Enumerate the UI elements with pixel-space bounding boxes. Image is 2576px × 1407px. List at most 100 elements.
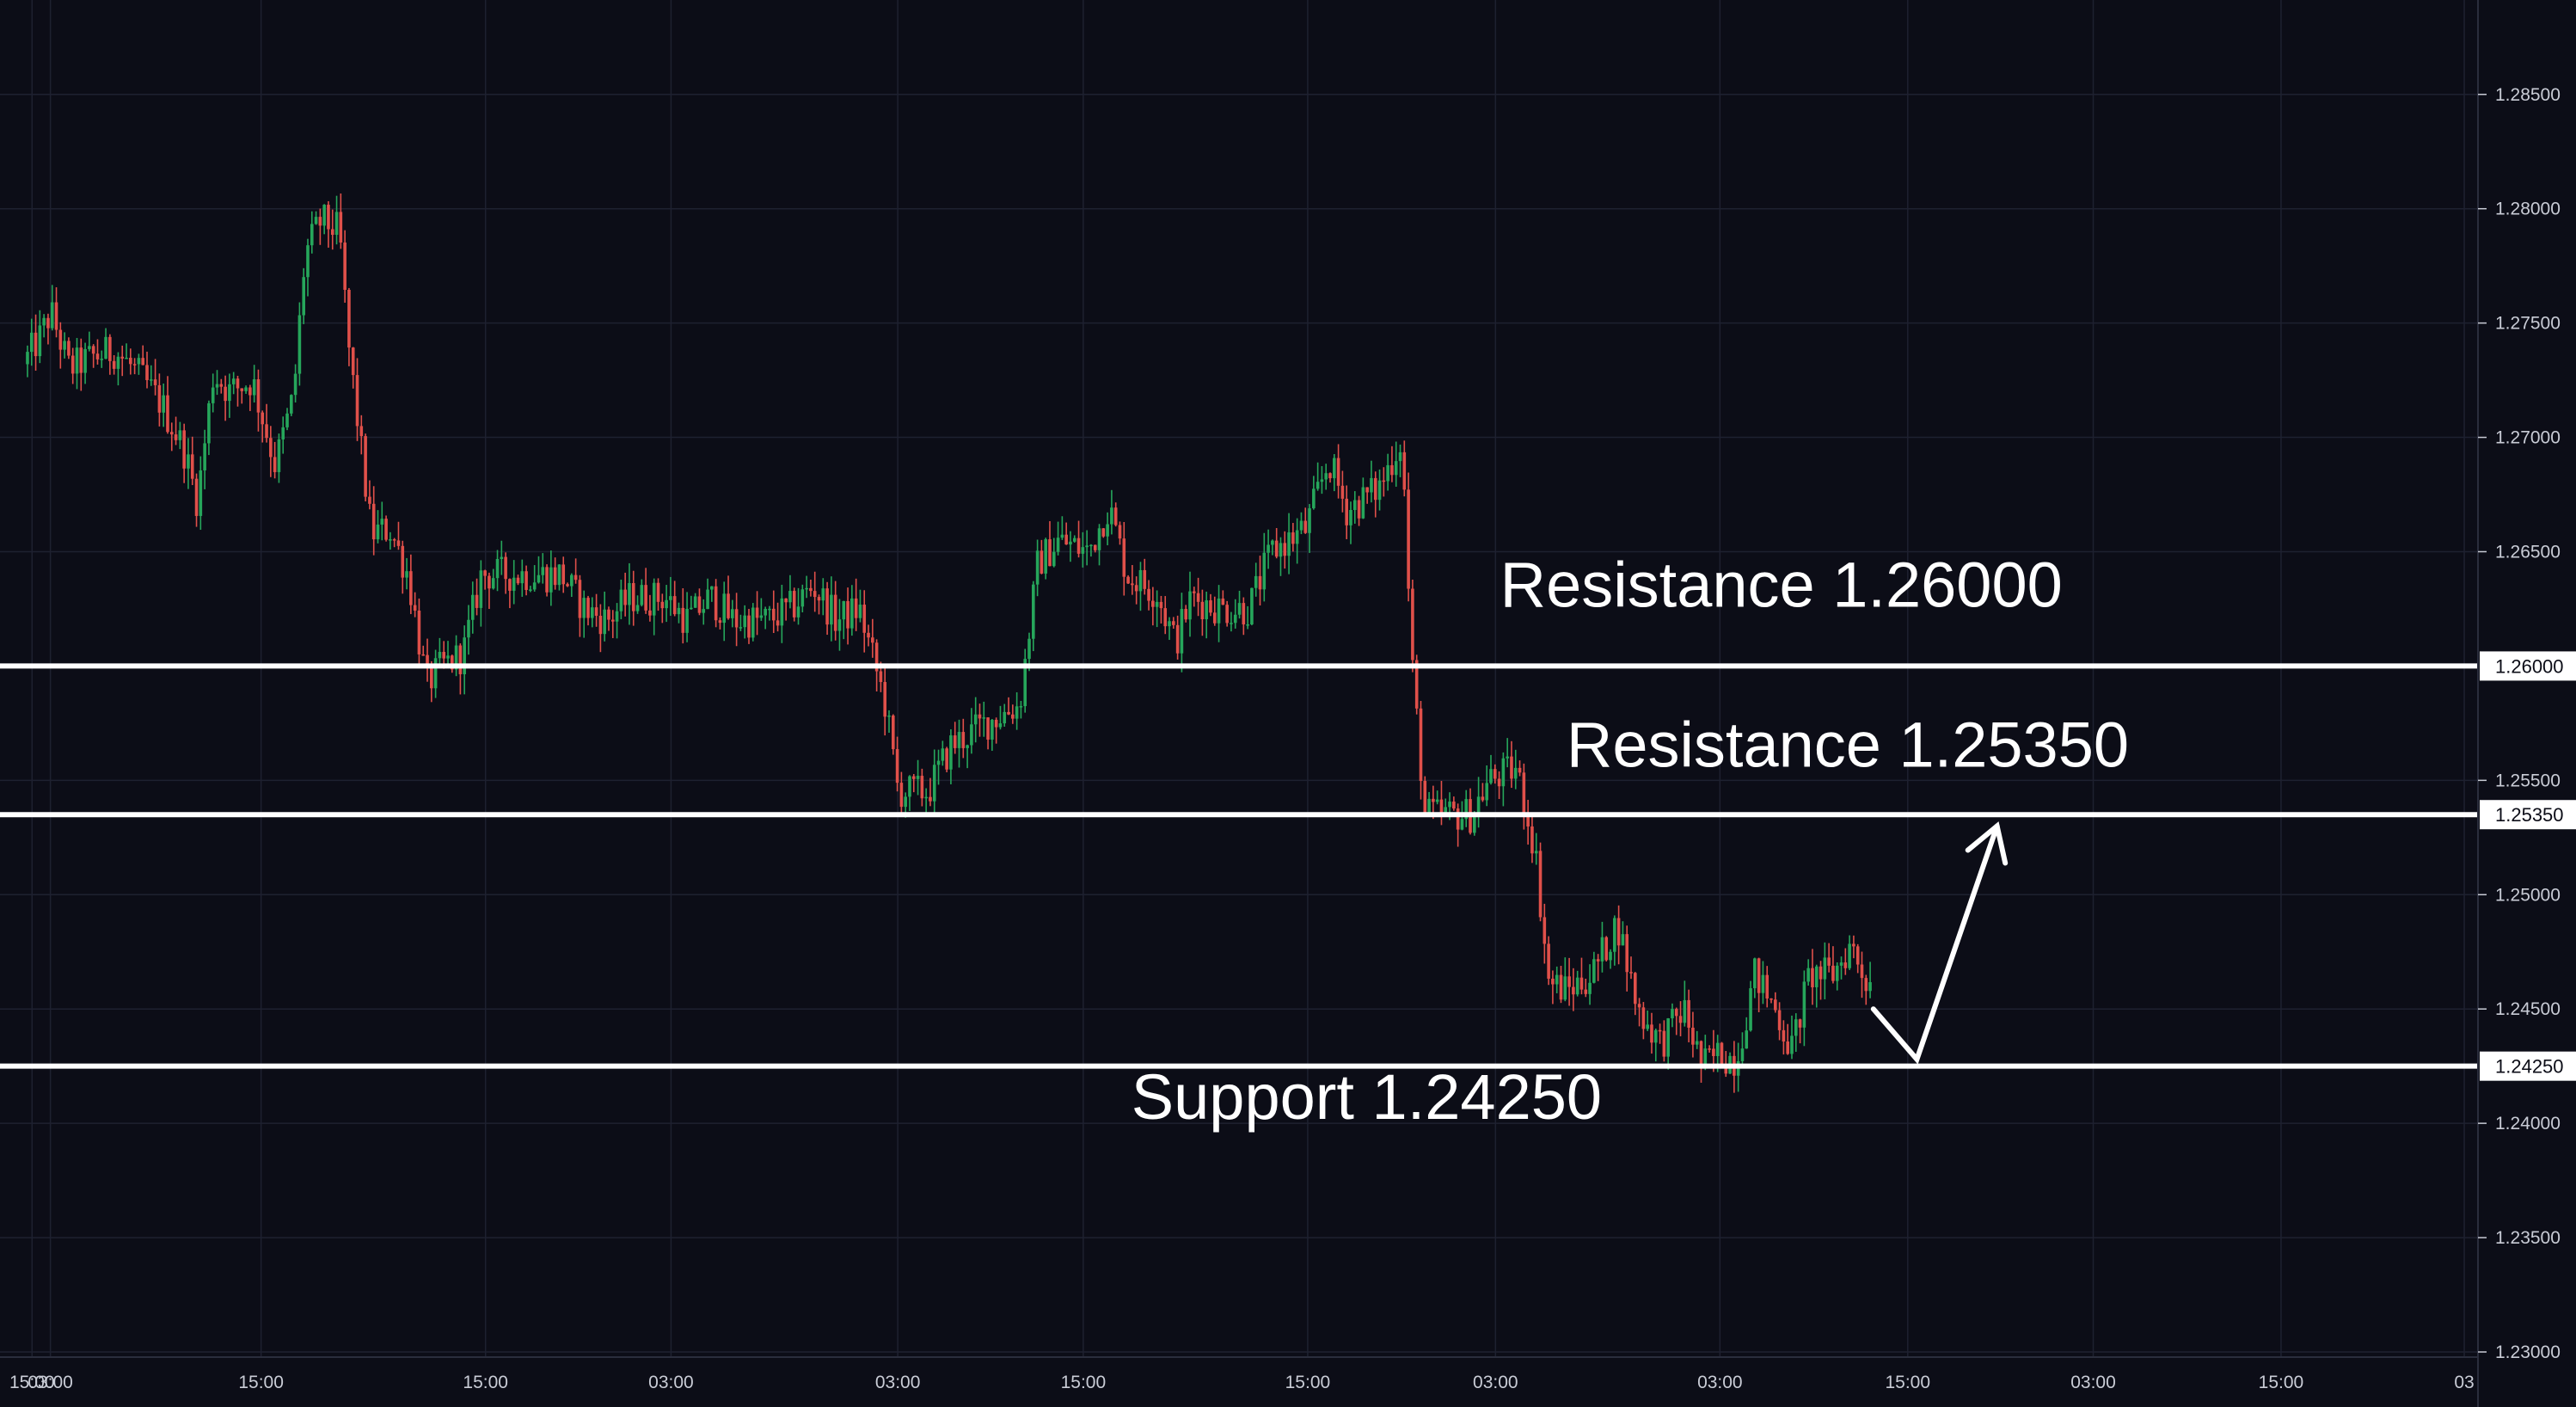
candle-down (1143, 569, 1147, 589)
candle-down (120, 356, 125, 359)
candle-down (1439, 799, 1444, 814)
candle-up (1069, 541, 1072, 545)
candle-up (1666, 1018, 1670, 1057)
level-lines: Resistance 1.26000 Resistance 1.25350 Supp… (0, 549, 2478, 1133)
candle-down (1616, 918, 1621, 946)
candle-down (442, 652, 446, 659)
candle-up (1715, 1042, 1720, 1056)
candle-up (936, 760, 941, 765)
candle-up (1349, 510, 1352, 525)
candle-down (1076, 538, 1081, 554)
candle-down (1687, 999, 1690, 1028)
candle-down (1699, 1041, 1703, 1066)
candle-up (532, 582, 537, 590)
y-tick-label: 1.25000 (2495, 885, 2561, 905)
candle-down (58, 329, 63, 350)
candle-down (1151, 600, 1155, 607)
candle-down (660, 601, 665, 609)
candle-up (780, 598, 784, 626)
candle-down (1172, 621, 1175, 625)
candle-up (454, 645, 458, 670)
candle-down (867, 632, 870, 638)
candle-down (1650, 1024, 1653, 1043)
level-price-label: 1.25350 (2495, 804, 2564, 826)
candle-down (504, 556, 507, 580)
candle-up (1044, 539, 1047, 574)
candle-down (1212, 612, 1217, 624)
candle-down (169, 432, 174, 435)
candle-down (430, 665, 433, 689)
candle-up (125, 357, 128, 359)
candle-up (1609, 951, 1612, 961)
candle-down (1131, 583, 1134, 586)
candle-up (376, 524, 380, 540)
candle-up (1600, 937, 1604, 962)
x-tick-label: 03:00 (1473, 1373, 1518, 1392)
candle-up (149, 379, 153, 381)
candle-down (182, 430, 186, 469)
candle-up (603, 609, 606, 635)
candle-down (1526, 814, 1530, 826)
candle-up (500, 556, 504, 559)
candle-up (1613, 918, 1616, 952)
candle-up (405, 571, 408, 578)
candle-up (570, 574, 573, 587)
candle-up (162, 395, 165, 413)
candle-up (1168, 621, 1171, 627)
candle-up (380, 519, 384, 525)
candle-down (862, 605, 867, 633)
candle-down (112, 360, 116, 369)
y-tick-label: 1.27000 (2495, 428, 2561, 448)
candle-down (727, 593, 730, 618)
candle-up (1320, 479, 1324, 482)
y-tick-label: 1.28500 (2495, 85, 2561, 105)
y-tick-label: 1.25500 (2495, 771, 2561, 790)
candle-up (1361, 487, 1365, 519)
candle-down (734, 609, 739, 628)
candle-down (953, 735, 957, 748)
candle-up (1155, 601, 1159, 607)
candle-down (265, 424, 268, 439)
candle-up (1352, 500, 1357, 511)
candle-down (132, 364, 137, 366)
candle-down (508, 579, 512, 591)
candle-up (285, 413, 289, 427)
x-tick-label: 03:00 (1697, 1373, 1743, 1392)
x-tick-label: 03:00 (648, 1373, 694, 1392)
candle-up (1489, 769, 1493, 783)
candle-down (450, 655, 454, 670)
candle-down (240, 388, 244, 391)
candle-down (1724, 1066, 1728, 1074)
candle-down (817, 597, 821, 601)
candle-down (895, 749, 899, 783)
candle-up (1621, 934, 1625, 946)
candle-up (706, 589, 709, 610)
candle-up (541, 567, 545, 575)
candle-down (747, 615, 751, 638)
y-tick-label: 1.28000 (2495, 200, 2561, 219)
candle-down (1819, 966, 1823, 980)
candle-up (529, 589, 532, 591)
candle-down (1637, 1004, 1641, 1008)
candle-down (598, 615, 603, 635)
candle-down (1567, 976, 1571, 987)
candle-down (1510, 756, 1513, 779)
candle-down (91, 346, 95, 354)
candle-up (470, 594, 475, 620)
candle-down (1456, 808, 1460, 830)
candle-up (207, 402, 211, 444)
candle-down (396, 540, 401, 546)
candle-down (1662, 1030, 1666, 1057)
candle-up (1761, 974, 1765, 993)
candle-up (850, 598, 854, 629)
candle-up (1476, 796, 1481, 813)
candle-up (1262, 552, 1267, 590)
candle-down (854, 598, 858, 618)
candle-up (495, 558, 500, 579)
candle-down (327, 205, 330, 230)
candle-up (1035, 550, 1040, 585)
candle-up (1506, 756, 1509, 759)
candle-down (825, 588, 829, 625)
candle-up (830, 594, 833, 625)
